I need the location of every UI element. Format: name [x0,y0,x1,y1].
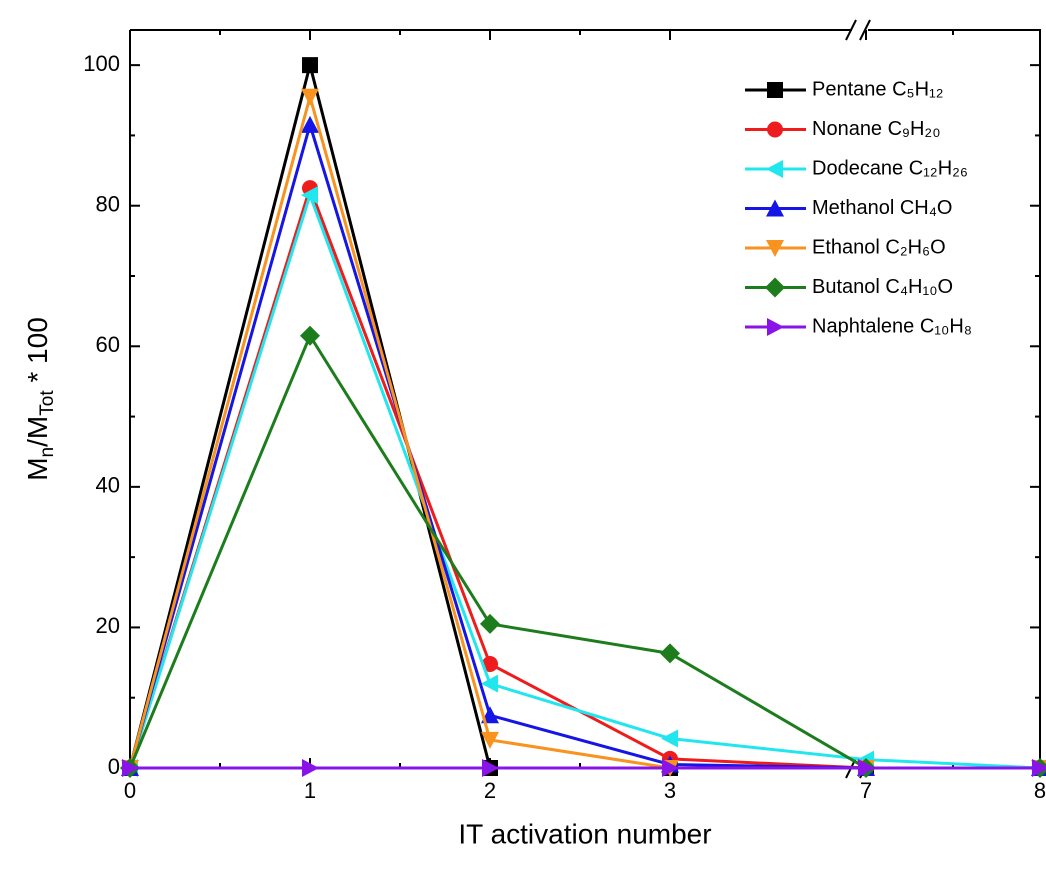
x-tick-label: 2 [484,778,496,803]
y-axis-title-part: /M [22,416,53,447]
series: Ethanol C₂H₆O [121,88,1046,777]
x-tick-label: 0 [124,778,136,803]
y-axis-title-part: n [37,447,58,458]
marker [482,759,499,777]
legend-label: Nonane C₉H₂₀ [812,118,941,140]
marker [122,759,139,777]
marker [300,325,320,346]
series: Methanol CH₄O [121,115,1046,776]
marker [1032,759,1046,777]
y-axis-title-part: M [22,457,53,480]
marker [766,199,784,217]
y-tick-label: 20 [96,613,120,638]
legend-label: Naphtalene C₁₀H₈ [812,315,972,337]
x-axis-title: IT activation number [458,818,711,849]
y-tick-label: 0 [108,754,120,779]
y-tick-label: 100 [83,51,120,76]
marker [661,729,678,748]
marker [481,674,498,693]
series-line [128,119,1040,770]
marker [858,759,875,777]
marker [767,318,784,336]
marker [481,731,499,749]
marker [302,759,319,777]
x-tick-label: 1 [304,778,316,803]
legend-label: Pentane C₅H₁₂ [812,78,944,100]
y-tick-label: 60 [96,332,120,357]
marker [767,82,783,98]
y-tick-label: 80 [96,192,120,217]
series-line [128,332,1040,770]
y-axis-title-part: Tot [37,390,58,416]
series: Naphtalene C₁₀H₈ [122,315,1046,777]
marker [301,115,319,133]
legend-label: Methanol CH₄O [812,197,952,219]
series-line [128,190,1041,770]
y-axis-title: Mn/MTot * 100 [22,317,58,481]
axis-frame [129,29,1041,769]
legend-label: Ethanol C₂H₆O [812,236,946,258]
x-tick-label: 3 [664,778,676,803]
marker [766,160,783,178]
legend-label: Dodecane C₁₂H₂₆ [812,157,968,179]
marker [766,240,784,257]
marker [480,613,500,634]
y-tick-label: 40 [96,473,120,498]
x-tick-label: 7 [860,778,872,803]
x-tick-label: 8 [1034,778,1046,803]
marker [765,277,785,298]
marker [302,57,318,74]
marker [301,88,319,106]
legend-label: Butanol C₄H₁₀O [812,276,953,298]
marker [482,655,498,672]
marker [660,643,680,664]
y-axis-title-part: * 100 [22,317,53,390]
marker [301,186,318,205]
marker [767,121,783,138]
marker [662,759,679,777]
